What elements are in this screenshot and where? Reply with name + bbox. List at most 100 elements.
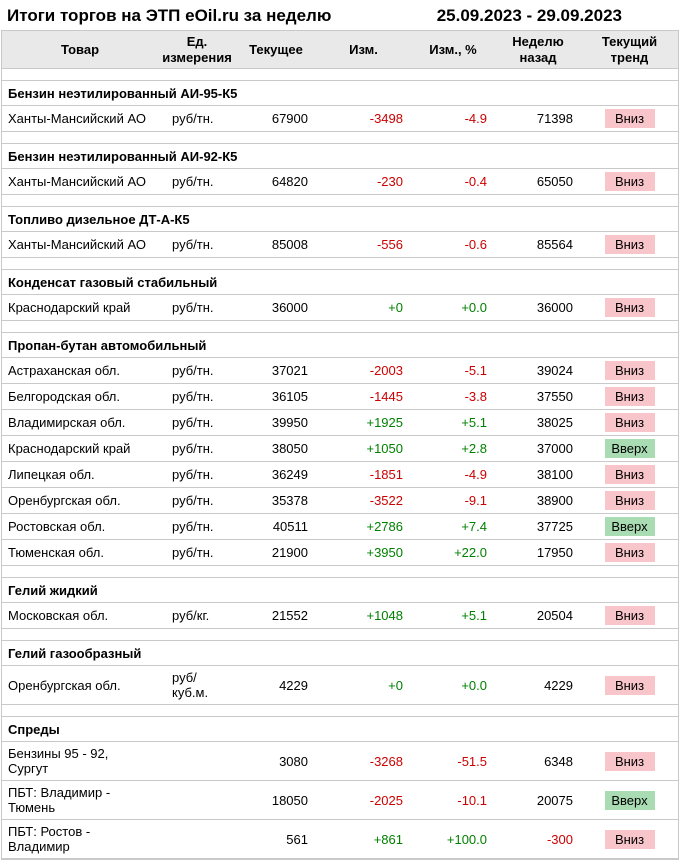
trend-down-badge: Вниз — [604, 109, 655, 129]
current-cell: 38050 — [236, 435, 316, 463]
unit-cell: руб/тн. — [158, 435, 236, 463]
trend-down-badge: Вниз — [604, 387, 655, 407]
product-cell: Владимирская обл. — [2, 409, 158, 437]
week-ago-cell: 71398 — [495, 105, 581, 133]
unit-cell: руб/тн. — [158, 105, 236, 133]
table-row: Тюменская обл. руб/тн. 21900 +3950 +22.0 1795… — [2, 539, 678, 567]
change-pct-cell: +0.0 — [411, 665, 495, 706]
spacer-cell — [2, 629, 678, 641]
change-cell: +0 — [316, 665, 411, 706]
change-pct-cell: +100.0 — [411, 819, 495, 860]
column-header: Ед. измерения — [158, 31, 236, 70]
product-cell: Астраханская обл. — [2, 357, 158, 385]
change-cell: +1050 — [316, 435, 411, 463]
change-cell: +2786 — [316, 513, 411, 541]
change-cell: -3522 — [316, 487, 411, 515]
week-ago-cell: 37550 — [495, 383, 581, 411]
trend-up-badge: Вверх — [604, 439, 655, 459]
change-pct-cell: -3.8 — [411, 383, 495, 411]
section-title-row: Бензин неэтилированный АИ-92-К5 — [2, 143, 678, 170]
product-cell: ПБТ: Ростов - Владимир — [2, 819, 158, 860]
week-ago-cell: 38025 — [495, 409, 581, 437]
week-ago-cell: 4229 — [495, 665, 581, 706]
change-cell: -556 — [316, 231, 411, 259]
trend-cell: Вниз — [581, 409, 678, 437]
section-title: Бензин неэтилированный АИ-92-К5 — [2, 143, 678, 170]
change-cell: -230 — [316, 168, 411, 196]
spacer-cell — [2, 258, 678, 270]
section-spacer — [2, 321, 678, 333]
trend-down-badge: Вниз — [604, 172, 655, 192]
section-title-row: Пропан-бутан автомобильный — [2, 332, 678, 359]
trend-cell: Вниз — [581, 383, 678, 411]
product-cell: Краснодарский край — [2, 294, 158, 322]
unit-cell — [158, 741, 236, 782]
results-table: Товар Ед. измерения Текущее Изм. Изм., % Неде… — [2, 31, 678, 860]
change-cell: -2003 — [316, 357, 411, 385]
unit-cell: руб/тн. — [158, 294, 236, 322]
change-pct-cell: -10.1 — [411, 780, 495, 821]
trend-cell: Вниз — [581, 294, 678, 322]
current-cell: 39950 — [236, 409, 316, 437]
change-cell: -1445 — [316, 383, 411, 411]
trend-cell: Вниз — [581, 539, 678, 567]
section-spacer — [2, 69, 678, 81]
column-header: Неделю назад — [495, 31, 581, 70]
unit-cell: руб/тн. — [158, 409, 236, 437]
table-row: Липецкая обл. руб/тн. 36249 -1851 -4.9 38100 В… — [2, 461, 678, 489]
change-pct-cell: +5.1 — [411, 602, 495, 630]
spacer-cell — [2, 195, 678, 207]
change-cell: +0 — [316, 294, 411, 322]
unit-cell: руб/тн. — [158, 383, 236, 411]
trend-down-badge: Вниз — [604, 491, 655, 511]
trend-down-badge: Вниз — [604, 829, 655, 849]
current-cell: 37021 — [236, 357, 316, 385]
trend-cell: Вниз — [581, 461, 678, 489]
table-row: Ростовская обл. руб/тн. 40511 +2786 +7.4 3772… — [2, 513, 678, 541]
trend-down-badge: Вниз — [604, 235, 655, 255]
change-pct-cell: +22.0 — [411, 539, 495, 567]
table-row: Краснодарский край руб/тн. 36000 +0 +0.0 3600… — [2, 294, 678, 322]
product-cell: Оренбургская обл. — [2, 487, 158, 515]
change-pct-cell: -4.9 — [411, 105, 495, 133]
spacer-cell — [2, 69, 678, 81]
current-cell: 35378 — [236, 487, 316, 515]
current-cell: 85008 — [236, 231, 316, 259]
table-header: Товар Ед. измерения Текущее Изм. Изм., % Неде… — [2, 31, 678, 70]
change-cell: +3950 — [316, 539, 411, 567]
trend-down-badge: Вниз — [604, 361, 655, 381]
week-ago-cell: -300 — [495, 819, 581, 860]
unit-cell: руб/тн. — [158, 513, 236, 541]
spacer-cell — [2, 705, 678, 717]
trend-down-badge: Вниз — [604, 751, 655, 771]
section-title-row: Спреды — [2, 716, 678, 743]
change-pct-cell: -9.1 — [411, 487, 495, 515]
trend-cell: Вниз — [581, 741, 678, 782]
product-cell: Белгородская обл. — [2, 383, 158, 411]
product-cell: Краснодарский край — [2, 435, 158, 463]
week-ago-cell: 6348 — [495, 741, 581, 782]
section-title-row: Гелий газообразный — [2, 640, 678, 667]
product-cell: Липецкая обл. — [2, 461, 158, 489]
section-title-row: Гелий жидкий — [2, 577, 678, 604]
change-pct-cell: +0.0 — [411, 294, 495, 322]
week-ago-cell: 37000 — [495, 435, 581, 463]
table-row: Ханты-Мансийский АО руб/тн. 64820 -230 -0.4 6… — [2, 168, 678, 196]
table-row: Белгородская обл. руб/тн. 36105 -1445 -3.8 37… — [2, 383, 678, 411]
current-cell: 67900 — [236, 105, 316, 133]
unit-cell: руб/куб.м. — [158, 665, 236, 706]
table-header-row: Товар Ед. измерения Текущее Изм. Изм., % Неде… — [2, 31, 678, 70]
spacer-cell — [2, 132, 678, 144]
section-spacer — [2, 629, 678, 641]
unit-cell: руб/тн. — [158, 461, 236, 489]
product-cell: Тюменская обл. — [2, 539, 158, 567]
section-title: Гелий газообразный — [2, 640, 678, 667]
change-pct-cell: -0.6 — [411, 231, 495, 259]
spacer-cell — [2, 566, 678, 578]
trend-cell: Вниз — [581, 487, 678, 515]
section-title-row: Бензин неэтилированный АИ-95-К5 — [2, 80, 678, 107]
date-range: 25.09.2023 - 29.09.2023 — [436, 6, 622, 25]
trend-cell: Вниз — [581, 105, 678, 133]
column-header: Изм., % — [411, 31, 495, 70]
results-table-container: Товар Ед. измерения Текущее Изм. Изм., % Неде… — [1, 30, 679, 860]
